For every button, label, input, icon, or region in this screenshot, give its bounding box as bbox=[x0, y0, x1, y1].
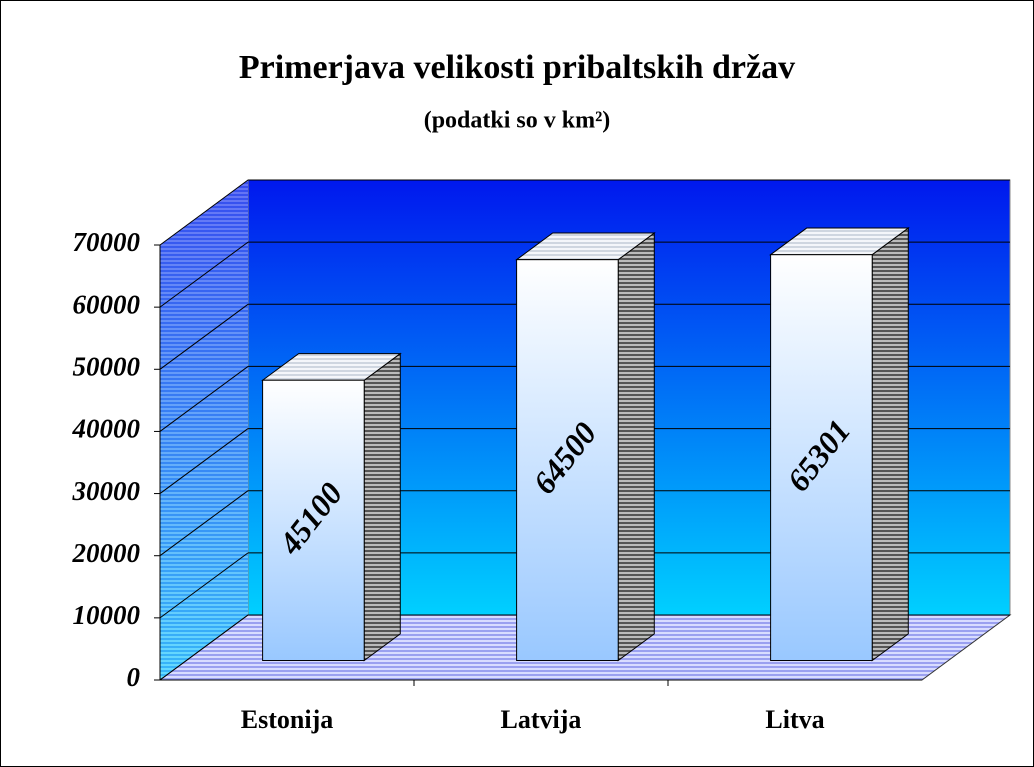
y-tick-label: 70000 bbox=[73, 227, 141, 257]
x-tick-label: Estonija bbox=[241, 705, 333, 734]
y-tick-label: 50000 bbox=[73, 351, 141, 381]
bar-side bbox=[871, 227, 909, 662]
y-tick-label: 30000 bbox=[72, 476, 141, 506]
bar-side bbox=[617, 232, 655, 662]
bar: 64500 bbox=[515, 232, 656, 662]
x-tick-label: Latvija bbox=[501, 705, 582, 734]
grid-line bbox=[159, 552, 249, 619]
bar: 45100 bbox=[261, 352, 402, 662]
bar-front bbox=[770, 254, 873, 661]
y-tick-label: 20000 bbox=[72, 538, 141, 568]
grid-line bbox=[159, 428, 249, 494]
chart-subtitle: (podatki so v km²) bbox=[424, 108, 611, 134]
grid-line bbox=[159, 179, 249, 246]
grid-line bbox=[159, 614, 249, 681]
y-tick-label: 10000 bbox=[73, 600, 141, 630]
x-tick-label: Litva bbox=[765, 705, 824, 734]
chart-title: Primerjava velikosti pribaltskih držav bbox=[239, 49, 795, 86]
bar: 65301 bbox=[769, 227, 910, 662]
plot-area: 0 10000 20000 30000 40000 50000 60000 70000 Esto… bbox=[72, 179, 1012, 734]
bar-front bbox=[516, 259, 619, 661]
grid-line bbox=[159, 490, 249, 557]
grid-line bbox=[159, 303, 249, 370]
y-tick-label: 60000 bbox=[73, 289, 141, 319]
bar-side bbox=[363, 352, 401, 662]
grid-line bbox=[159, 366, 249, 432]
side-wall-tint bbox=[160, 180, 248, 680]
y-tick-label: 0 bbox=[127, 662, 141, 692]
bar-front bbox=[262, 379, 365, 661]
grid-line bbox=[159, 241, 249, 308]
y-tick-label: 40000 bbox=[72, 414, 141, 444]
